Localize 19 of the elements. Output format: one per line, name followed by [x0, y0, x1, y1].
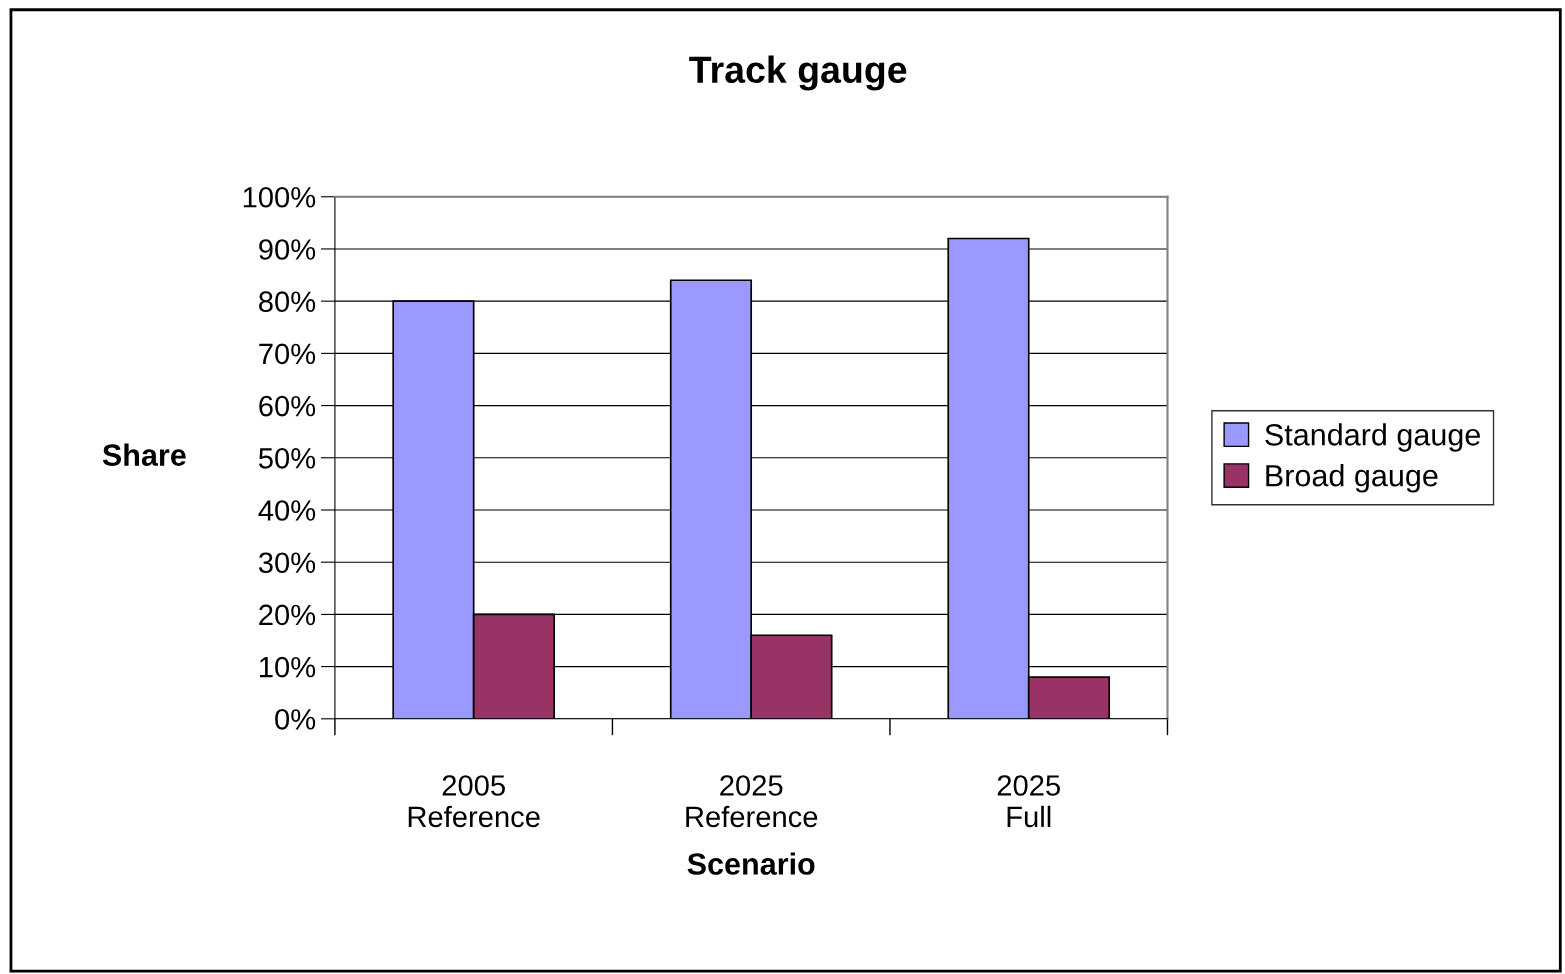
y-tick-label: 50%	[258, 447, 316, 469]
x-tick-label: 2005 Reference	[408, 775, 540, 828]
y-axis-title: Share	[102, 443, 186, 466]
y-tick-label: 30%	[258, 552, 316, 574]
y-tick-label: 60%	[259, 395, 316, 417]
x-tick-label: 2025 Full	[997, 775, 1060, 828]
y-tick-label: 10%	[260, 656, 316, 678]
legend-label: Standard gauge	[1265, 423, 1480, 452]
y-tick-label: 20%	[259, 604, 316, 626]
x-axis-title: Scenario	[687, 852, 815, 875]
y-tick-label: 0%	[275, 709, 316, 730]
y-tick-label: 90%	[259, 239, 316, 260]
y-tick-label: 80%	[259, 291, 316, 313]
x-tick-label: 2025 Reference	[686, 775, 818, 828]
y-tick-label: 70%	[259, 343, 316, 365]
y-tick-label: 100%	[243, 186, 316, 208]
chart-title: Track gauge	[689, 55, 907, 91]
y-tick-label: 40%	[258, 500, 316, 521]
legend-label: Broad gauge	[1266, 464, 1438, 493]
